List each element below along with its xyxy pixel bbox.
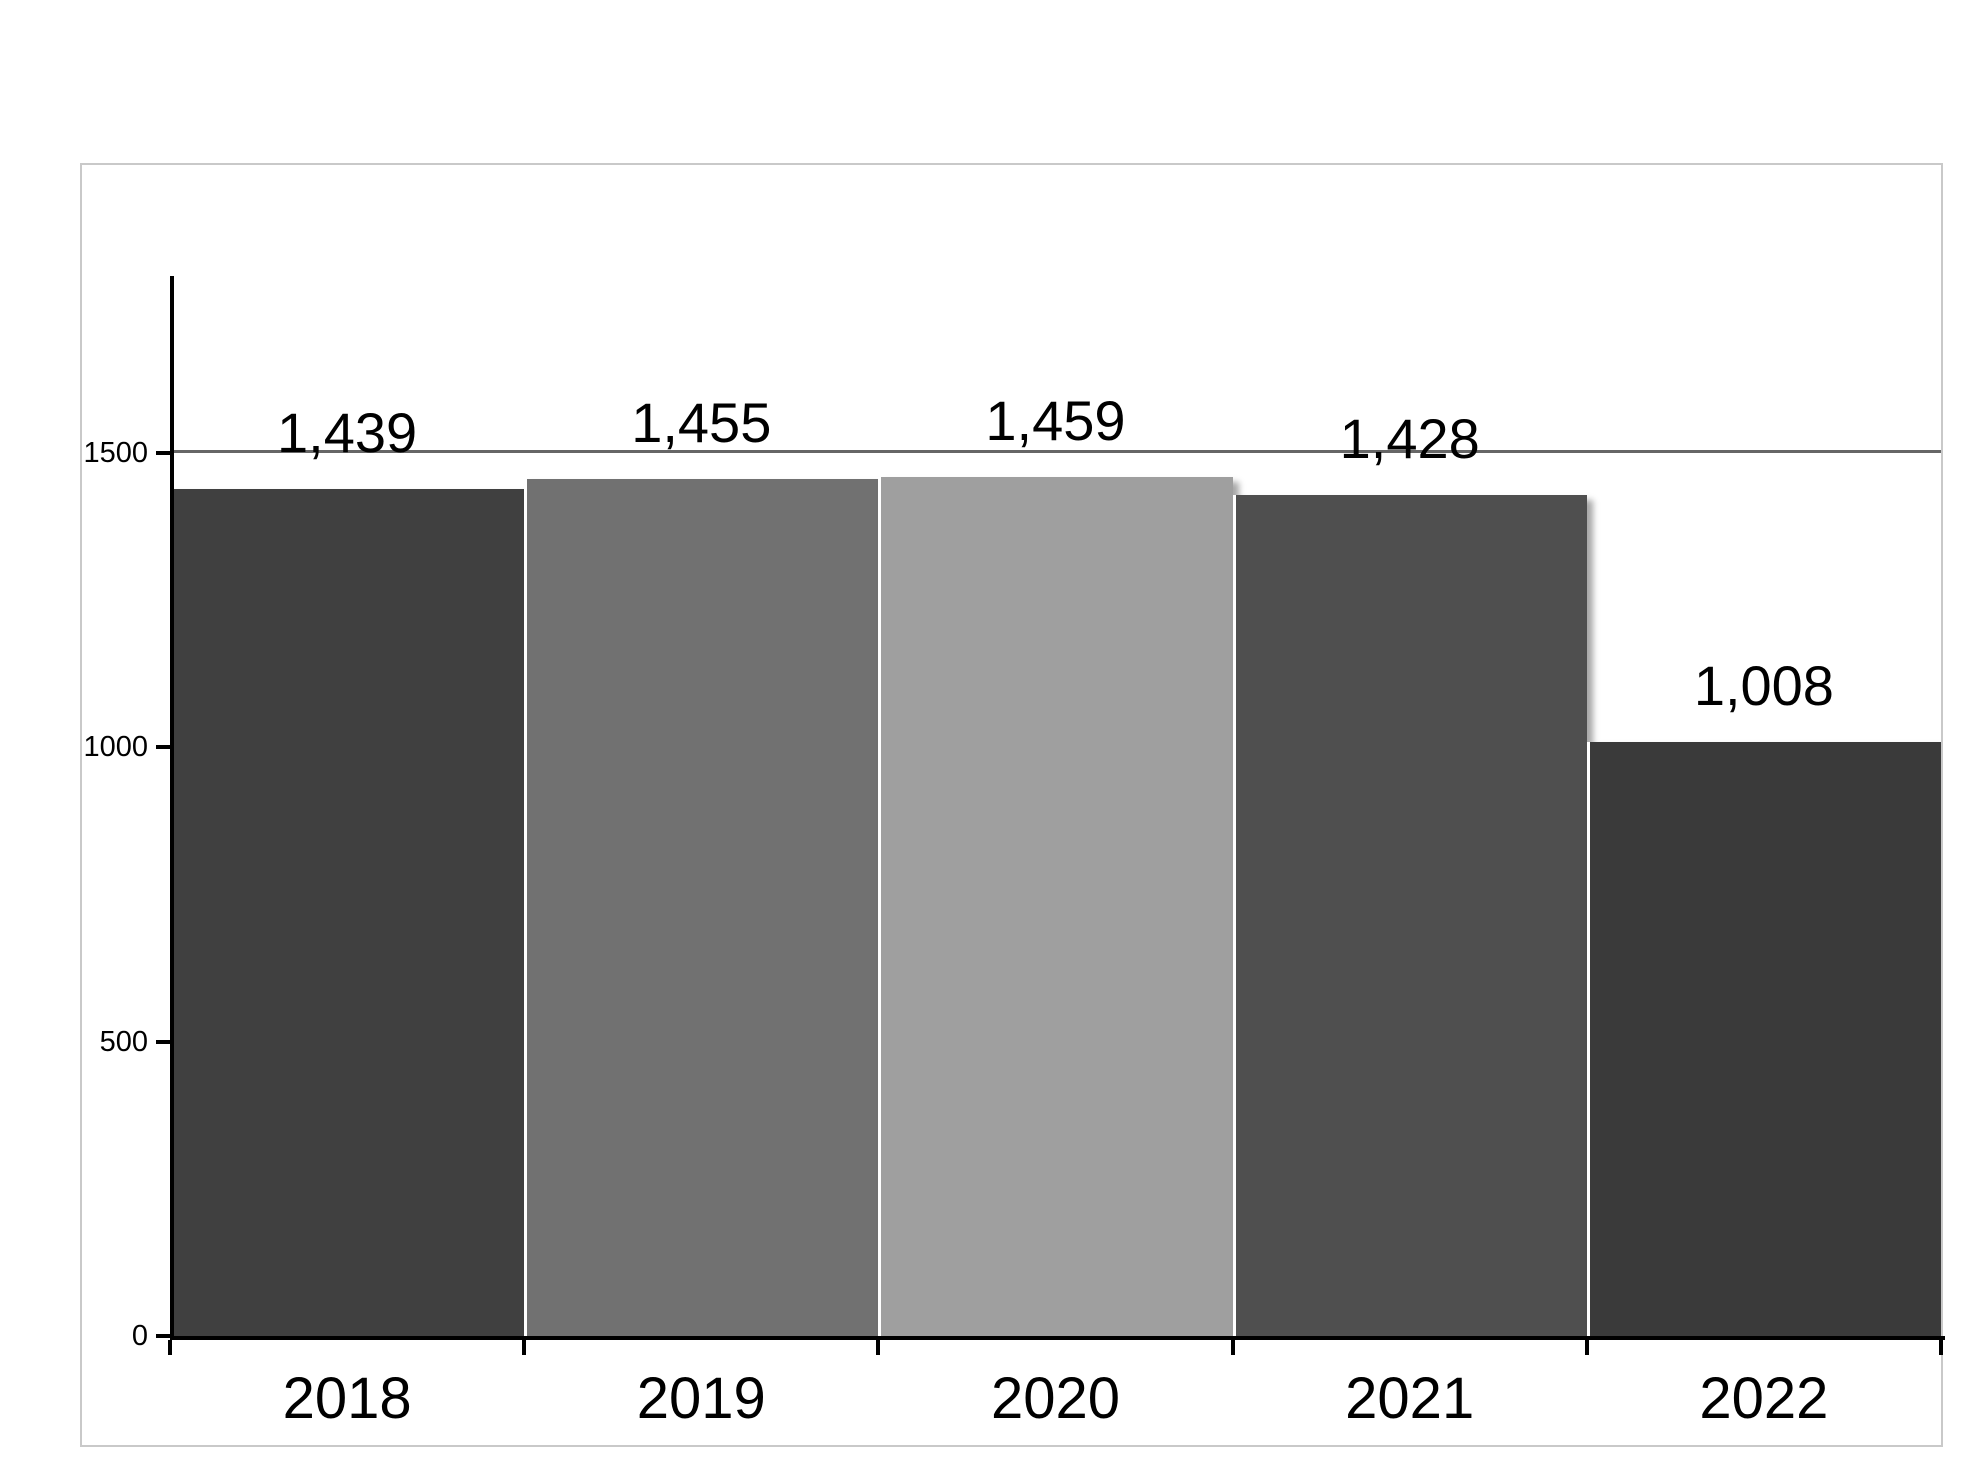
- y-axis-tick-500: [156, 1039, 170, 1044]
- y-axis-tick-1500: [156, 450, 170, 455]
- category-label-2022: 2022: [1699, 1366, 1829, 1431]
- category-label-2019: 2019: [636, 1366, 766, 1431]
- x-axis-tick: [168, 1340, 172, 1355]
- bar-2021: [1232, 495, 1587, 1336]
- x-axis-tick: [1584, 1340, 1589, 1355]
- bar-2019: [524, 479, 879, 1336]
- bar-2020: [878, 476, 1233, 1336]
- value-label-2019: 1,455: [631, 391, 772, 455]
- x-axis-tick: [876, 1340, 881, 1355]
- y-axis-tick-0: [156, 1334, 170, 1338]
- x-axis-tick: [522, 1340, 527, 1355]
- plot-area: 1,439 1,455 1,459 1,428 1,008: [170, 276, 1941, 1336]
- bar-2022: [1586, 742, 1941, 1336]
- x-axis-tick: [1230, 1340, 1235, 1355]
- y-tick-label-500: 500: [99, 1025, 148, 1058]
- y-axis-tick-1000: [156, 745, 170, 750]
- value-label-2020: 1,459: [985, 388, 1126, 452]
- category-label-2020: 2020: [990, 1366, 1120, 1431]
- value-label-2018: 1,439: [277, 400, 418, 464]
- bar-2018: [170, 488, 525, 1336]
- x-axis-line: [170, 1336, 1945, 1340]
- y-axis-line: [170, 276, 174, 1340]
- value-label-2022: 1,008: [1693, 654, 1834, 718]
- y-tick-label-1500: 1500: [83, 436, 148, 469]
- category-label-2018: 2018: [282, 1366, 412, 1431]
- y-tick-label-1000: 1000: [83, 731, 148, 764]
- category-label-2021: 2021: [1345, 1366, 1475, 1431]
- value-label-2021: 1,428: [1339, 407, 1480, 471]
- gridline-1500: [170, 449, 1941, 453]
- x-axis-tick: [1939, 1340, 1943, 1355]
- y-tick-label-0: 0: [131, 1320, 148, 1352]
- chart-frame: 1,439 1,455 1,459 1,428 1,008 0 500 1000 1500 20…: [80, 163, 1945, 1447]
